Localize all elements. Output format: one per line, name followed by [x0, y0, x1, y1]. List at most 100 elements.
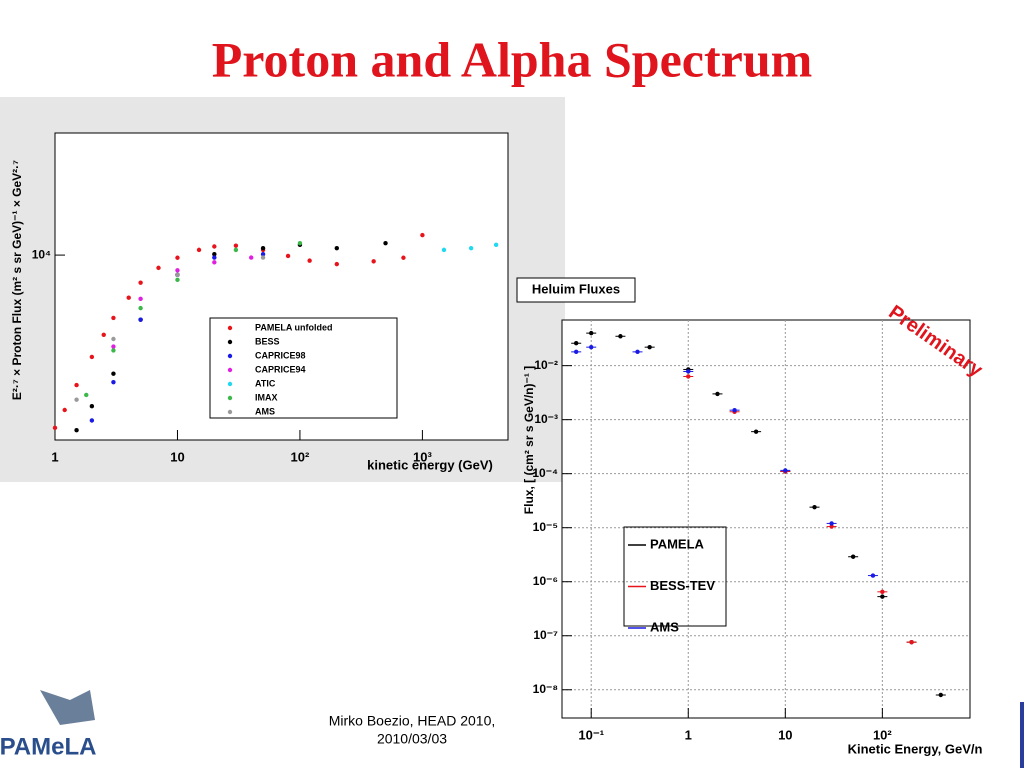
legend-label: CAPRICE94: [255, 364, 306, 374]
data-point: [74, 397, 79, 402]
legend-label: AMS: [650, 619, 679, 634]
data-point: [715, 391, 720, 397]
legend-label: IMAX: [255, 392, 278, 402]
data-point: [401, 255, 406, 260]
data-point: [829, 521, 834, 526]
data-point: [126, 295, 131, 300]
data-point: [175, 277, 180, 283]
data-point: [383, 240, 388, 246]
data-point: [753, 429, 759, 434]
data-point: [573, 341, 579, 346]
legend-swatch: [227, 381, 233, 387]
data-point: [89, 354, 95, 360]
y-tick-label: 10⁻⁴: [532, 466, 558, 480]
data-point: [111, 336, 116, 342]
data-point: [870, 573, 876, 578]
y-tick-label: 10⁻³: [534, 412, 558, 426]
plot-area: [54, 132, 509, 441]
data-point: [233, 247, 239, 253]
logo-icon: [40, 690, 95, 725]
data-point: [138, 305, 143, 311]
footer-date: 2010/03/03: [377, 731, 447, 747]
y-tick-label: 10⁴: [32, 247, 51, 261]
data-point: [909, 639, 914, 645]
data-point: [285, 253, 291, 259]
data-point: [111, 379, 116, 385]
logo-text: PAMeLA: [0, 733, 96, 760]
legend-swatch: [227, 395, 233, 401]
data-point: [89, 418, 95, 423]
plot-area: [561, 319, 971, 719]
data-point: [175, 255, 180, 260]
x-axis-label: Kinetic Energy, GeV/n: [848, 741, 983, 756]
data-point: [420, 232, 425, 238]
edge-bar: [1020, 702, 1024, 768]
data-point: [938, 692, 943, 698]
data-point: [196, 247, 202, 253]
y-axis-label: E²·⁷ × Proton Flux (m² s sr GeV)⁻¹ × GeV…: [10, 160, 24, 400]
chart-title: Heluim Fluxes: [532, 281, 620, 296]
y-tick-label: 10⁻²: [534, 358, 558, 372]
data-point: [111, 348, 116, 353]
data-point: [732, 407, 737, 413]
data-point: [589, 344, 594, 350]
data-point: [138, 317, 143, 322]
data-point: [101, 332, 106, 337]
legend-swatch: [227, 325, 233, 331]
data-point: [334, 245, 339, 251]
legend-swatch: [227, 367, 233, 373]
legend-swatch: [227, 339, 233, 345]
x-tick-label: 10³: [413, 449, 432, 464]
data-point: [880, 589, 885, 595]
data-point: [635, 349, 640, 355]
data-point: [468, 245, 474, 251]
chart-title-box: [516, 277, 636, 303]
data-point: [89, 404, 95, 409]
data-point: [111, 315, 116, 321]
legend-label: BESS: [255, 336, 280, 346]
x-axis-label: kinetic energy (GeV): [367, 457, 493, 472]
data-point: [233, 243, 239, 248]
data-point: [334, 261, 339, 267]
data-point: [212, 255, 217, 260]
data-point: [111, 344, 116, 349]
data-point: [260, 245, 266, 251]
x-tick-label: 10: [170, 449, 184, 464]
data-point: [212, 244, 217, 249]
data-point: [441, 247, 447, 253]
footer-author: Mirko Boezio, HEAD 2010,: [329, 713, 496, 729]
data-point: [175, 272, 180, 278]
data-point: [307, 258, 312, 263]
x-tick-label: 10²: [291, 449, 310, 464]
data-point: [829, 524, 834, 529]
legend-label: BESS-TEV: [650, 578, 715, 593]
legend-swatch: [227, 409, 233, 415]
legend-label: ATIC: [255, 378, 276, 388]
data-point: [111, 371, 116, 376]
y-axis-label: Flux, [ (cm² sr s GeV/n)⁻¹ ]: [522, 366, 536, 514]
legend-box: [209, 317, 398, 419]
legend-box: [623, 526, 727, 627]
data-point: [84, 392, 89, 398]
data-point: [371, 259, 376, 264]
data-point: [138, 280, 143, 285]
data-point: [493, 242, 499, 248]
data-point: [62, 407, 67, 413]
data-point: [156, 265, 161, 271]
x-tick-label: 10: [778, 727, 792, 742]
data-point: [880, 594, 885, 599]
x-tick-label: 10⁻¹: [578, 727, 604, 742]
data-point: [74, 428, 79, 433]
x-tick-label: 10²: [873, 727, 892, 742]
legend-label: AMS: [255, 406, 275, 416]
data-point: [52, 425, 58, 431]
y-tick-label: 10⁻⁷: [533, 628, 558, 642]
y-tick-label: 10⁻⁶: [533, 574, 558, 588]
data-point: [260, 255, 266, 260]
slide-title: Proton and Alpha Spectrum: [212, 31, 813, 87]
data-point: [260, 252, 266, 257]
data-point: [647, 344, 652, 350]
data-point: [589, 330, 594, 336]
